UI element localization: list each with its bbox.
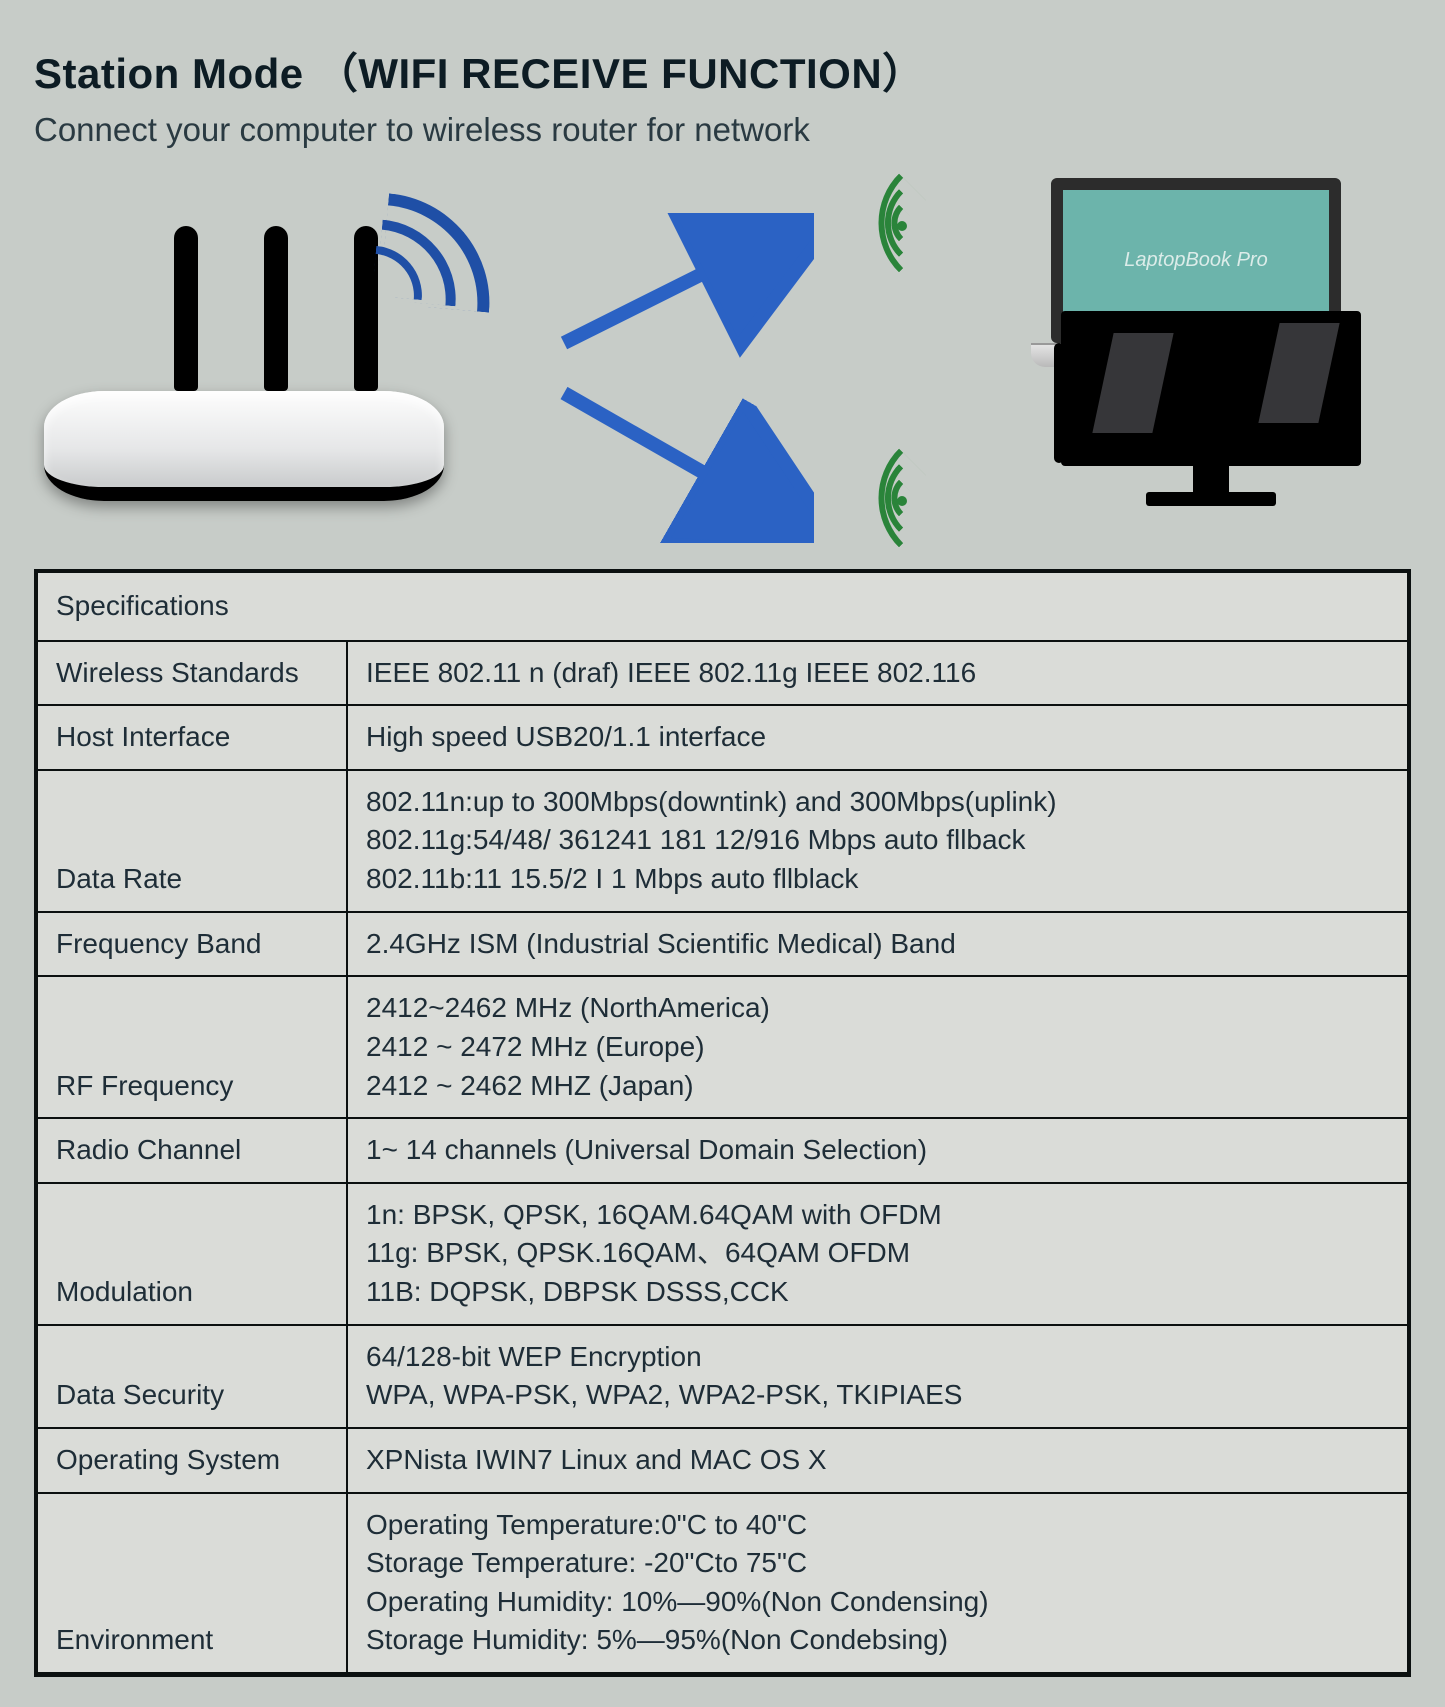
spec-label: Environment <box>37 1493 347 1674</box>
desktop-monitor-icon <box>1051 311 1371 511</box>
table-row: Wireless StandardsIEEE 802.11 n (draf) I… <box>37 641 1408 706</box>
table-row: Data Rate802.11n:up to 300Mbps(downtink)… <box>37 770 1408 912</box>
arrow-up-icon <box>554 213 814 363</box>
table-row: Operating SystemXPNista IWIN7 Linux and … <box>37 1428 1408 1493</box>
spec-label: Radio Channel <box>37 1118 347 1183</box>
spec-label: Wireless Standards <box>37 641 347 706</box>
router-antenna-icon <box>174 226 198 391</box>
product-sheet: Station Mode （WIFI RECEIVE FUNCTION） Con… <box>0 0 1445 1707</box>
specifications-table: Specifications Wireless StandardsIEEE 80… <box>34 569 1411 1677</box>
spec-label: Modulation <box>37 1183 347 1325</box>
spec-value: 802.11n:up to 300Mbps(downtink) and 300M… <box>347 770 1408 912</box>
spec-value: 1~ 14 channels (Universal Domain Selecti… <box>347 1118 1408 1183</box>
receive-wave-icon <box>864 463 944 543</box>
table-row: Frequency Band2.4GHz ISM (Industrial Sci… <box>37 912 1408 977</box>
spec-value: Operating Temperature:0"C to 40"C Storag… <box>347 1493 1408 1674</box>
spec-value: 1n: BPSK, QPSK, 16QAM.64QAM with OFDM 11… <box>347 1183 1408 1325</box>
spec-label: RF Frequency <box>37 976 347 1118</box>
spec-header-cell: Specifications <box>37 572 1408 641</box>
spec-label: Data Rate <box>37 770 347 912</box>
station-mode-diagram: LaptopBook Pro <box>34 163 1411 541</box>
spec-label: Operating System <box>37 1428 347 1493</box>
arrow-down-icon <box>554 373 814 543</box>
router-antenna-icon <box>354 226 378 391</box>
spec-header-row: Specifications <box>37 572 1408 641</box>
spec-value: IEEE 802.11 n (draf) IEEE 802.11g IEEE 8… <box>347 641 1408 706</box>
router-icon <box>44 391 444 501</box>
table-row: Host InterfaceHigh speed USB20/1.1 inter… <box>37 705 1408 770</box>
spec-value: High speed USB20/1.1 interface <box>347 705 1408 770</box>
router-antenna-icon <box>264 226 288 391</box>
receive-wave-icon <box>864 188 944 268</box>
laptop-label: LaptopBook Pro <box>1124 249 1267 272</box>
spec-value: 2412~2462 MHz (NorthAmerica) 2412 ~ 2472… <box>347 976 1408 1118</box>
table-row: EnvironmentOperating Temperature:0"C to … <box>37 1493 1408 1674</box>
spec-label: Data Security <box>37 1325 347 1428</box>
spec-label: Host Interface <box>37 705 347 770</box>
table-row: Radio Channel1~ 14 channels (Universal D… <box>37 1118 1408 1183</box>
spec-value: 2.4GHz ISM (Industrial Scientific Medica… <box>347 912 1408 977</box>
table-row: Data Security64/128-bit WEP Encryption W… <box>37 1325 1408 1428</box>
table-row: RF Frequency2412~2462 MHz (NorthAmerica)… <box>37 976 1408 1118</box>
page-subtitle: Connect your computer to wireless router… <box>34 111 1411 149</box>
spec-value: XPNista IWIN7 Linux and MAC OS X <box>347 1428 1408 1493</box>
table-row: Modulation1n: BPSK, QPSK, 16QAM.64QAM wi… <box>37 1183 1408 1325</box>
page-title: Station Mode （WIFI RECEIVE FUNCTION） <box>34 40 1411 101</box>
spec-value: 64/128-bit WEP Encryption WPA, WPA-PSK, … <box>347 1325 1408 1428</box>
spec-label: Frequency Band <box>37 912 347 977</box>
